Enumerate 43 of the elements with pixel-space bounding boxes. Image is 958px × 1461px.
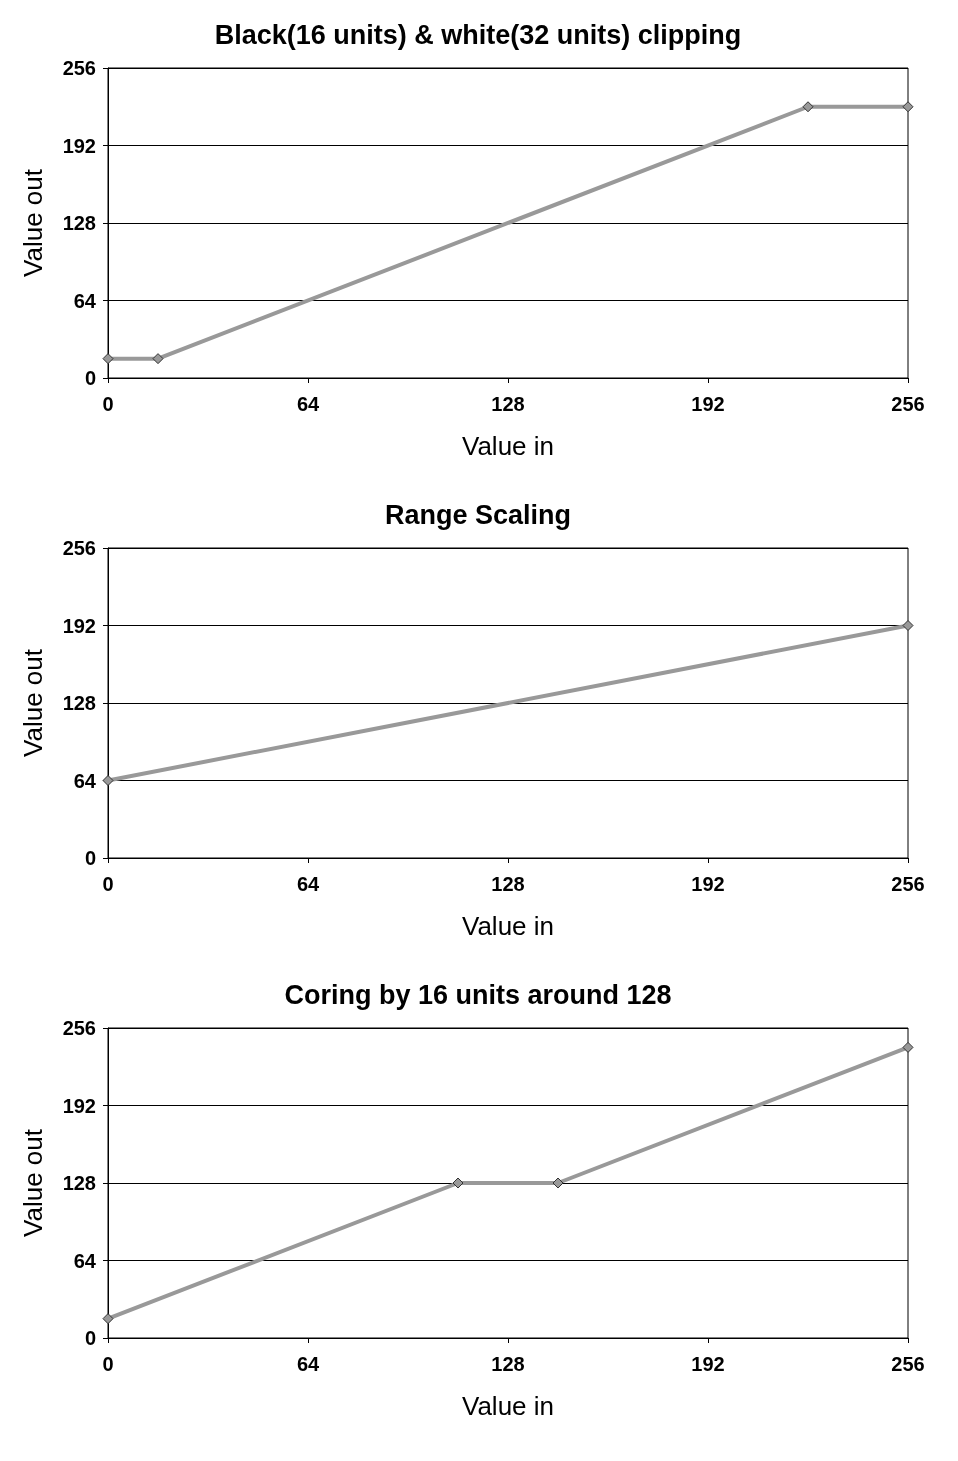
point <box>552 1177 564 1189</box>
y-axis-title: Value out <box>18 168 48 277</box>
point <box>102 1313 114 1325</box>
x-tick-label: 0 <box>102 1353 114 1375</box>
y-tick-label: 256 <box>62 1017 96 1039</box>
y-tick-label: 192 <box>62 134 96 157</box>
x-tick-label: 192 <box>691 393 725 415</box>
x-tick-label: 0 <box>102 873 114 895</box>
y-tick-label: 128 <box>62 1172 96 1194</box>
x-tick-label: 256 <box>891 1353 925 1375</box>
y-tick-label: 0 <box>84 1327 96 1349</box>
x-axis-title: Value in <box>461 431 555 461</box>
chart-title: Coring by 16 units around 128 <box>284 979 672 1010</box>
x-tick-label: 128 <box>491 393 525 415</box>
x-tick-label: 128 <box>491 873 525 895</box>
x-tick-label: 0 <box>102 393 114 415</box>
x-tick-label: 192 <box>691 1353 725 1375</box>
y-tick-label: 64 <box>73 1249 97 1272</box>
x-tick-label: 192 <box>691 873 725 895</box>
y-tick-label: 0 <box>84 367 96 389</box>
x-tick-label: 128 <box>491 1353 525 1375</box>
x-tick-label: 256 <box>891 393 925 415</box>
y-axis-title: Value out <box>18 648 48 757</box>
y-tick-label: 192 <box>62 614 96 637</box>
point <box>452 1177 464 1189</box>
y-tick-label: 64 <box>73 289 97 312</box>
x-tick-label: 64 <box>296 1353 320 1375</box>
y-axis-title: Value out <box>18 1128 48 1237</box>
chart-title: Range Scaling <box>384 499 572 530</box>
y-tick-label: 192 <box>62 1094 96 1117</box>
y-tick-label: 64 <box>73 769 97 792</box>
x-tick-label: 256 <box>891 873 925 895</box>
x-tick-label: 64 <box>296 393 320 415</box>
y-tick-label: 0 <box>84 847 96 869</box>
point <box>902 1041 914 1053</box>
x-tick-label: 64 <box>296 873 320 895</box>
y-tick-label: 256 <box>62 57 96 79</box>
y-tick-label: 128 <box>62 212 96 234</box>
y-tick-label: 256 <box>62 537 96 559</box>
x-axis-title: Value in <box>461 1391 555 1421</box>
y-tick-label: 128 <box>62 692 96 714</box>
x-axis-title: Value in <box>461 911 555 941</box>
chart-title: Black(16 units) & white(32 units) clipping <box>214 19 742 50</box>
